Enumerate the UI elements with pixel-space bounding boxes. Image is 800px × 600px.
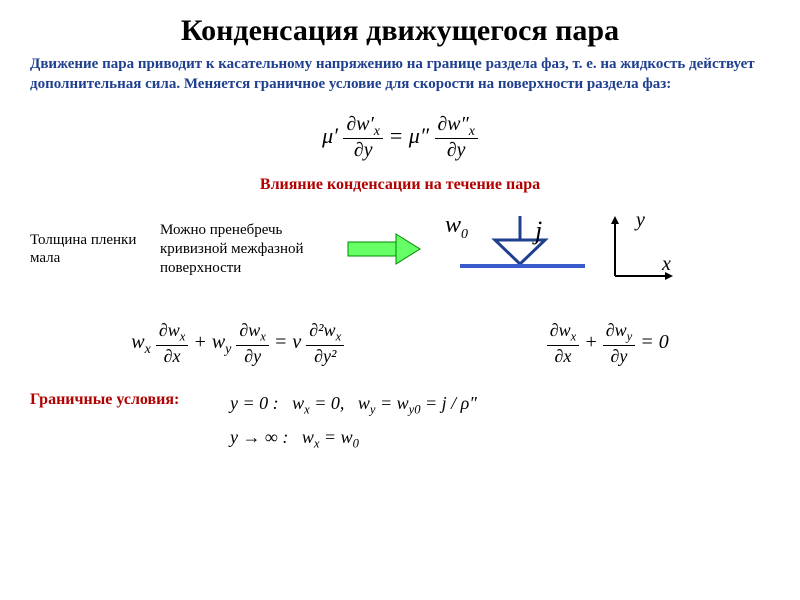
bc-label: Граничные условия: — [30, 387, 230, 409]
subheading-influence: Влияние конденсации на течение пара — [30, 176, 770, 194]
green-arrow-body — [348, 242, 396, 256]
equations-governing: wx ∂wx∂x + wy ∂wx∂y = ν ∂²wx∂y² ∂wx∂x + … — [30, 320, 770, 367]
green-arrow-head — [396, 234, 420, 264]
equation-bc-stress: μ′ ∂w′x∂y = μ″ ∂w″x∂y — [30, 113, 770, 163]
bc-eq-1: y = 0 : wx = 0, wy = wy0 = j / ρ″ — [230, 387, 770, 421]
label-curvature: Можно пренебречь кривизной межфазной пов… — [160, 221, 330, 277]
symbol-y: y — [634, 209, 645, 231]
equation-momentum: wx ∂wx∂x + wy ∂wx∂y = ν ∂²wx∂y² — [131, 320, 344, 367]
diagram-svg: w0 j y x — [340, 204, 680, 294]
bc-equations: y = 0 : wx = 0, wy = wy0 = j / ρ″ y → ∞ … — [230, 387, 770, 456]
diagram-row: Толщина пленки мала Можно пренебречь кри… — [30, 204, 770, 294]
boundary-conditions-row: Граничные условия: y = 0 : wx = 0, wy = … — [30, 387, 770, 456]
label-thin-film: Толщина пленки мала — [30, 231, 150, 269]
symbol-w0: w0 — [445, 212, 468, 242]
symbol-x: x — [661, 253, 671, 275]
intro-text: Движение пара приводит к касательному на… — [30, 54, 770, 95]
bc-eq-2: y → ∞ : wx = w0 — [230, 421, 770, 455]
axis-y-head — [611, 216, 619, 224]
slide-title: Конденсация движущегося пара — [30, 14, 770, 48]
flow-diagram: w0 j y x — [340, 204, 770, 294]
equation-continuity: ∂wx∂x + ∂wy∂y = 0 — [547, 320, 669, 367]
